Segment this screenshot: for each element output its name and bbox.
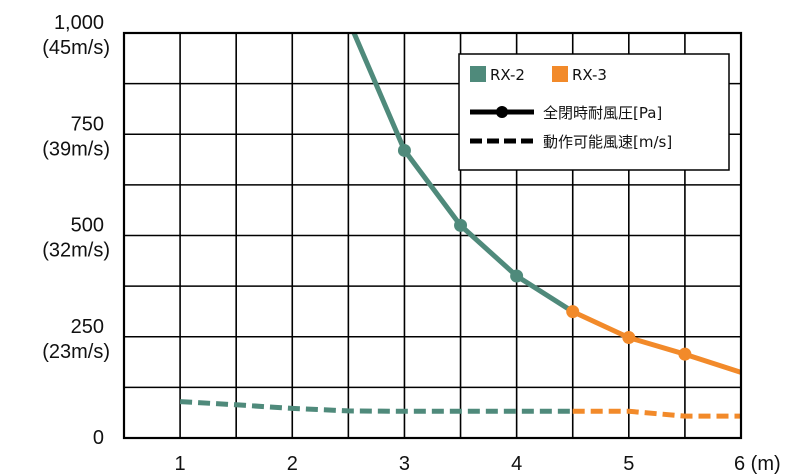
y-tick-sublabel: (39m/s) — [42, 138, 110, 160]
legend-label-rx-3: RX-3 — [572, 66, 607, 84]
data-point-rx-2 — [397, 143, 411, 157]
legend-swatch-rx-3 — [552, 66, 568, 82]
y-tick-sublabel: (45m/s) — [42, 37, 110, 59]
series-line-rx-3-dashed — [572, 408, 741, 419]
data-point-rx-2 — [510, 269, 524, 283]
series-line-rx-3-solid — [571, 309, 741, 375]
x-tick-label: 4 — [511, 453, 522, 475]
x-tick-label: 3 — [399, 453, 410, 475]
axes: 0 250 (23m/s) 500 (32m/s) 750 (39m/s) 1,000 (45m… — [42, 12, 780, 475]
y-tick-label: 1,000 — [54, 12, 104, 34]
y-tick-label: 0 — [93, 427, 104, 449]
y-tick-sublabel: (32m/s) — [42, 240, 110, 262]
data-point-rx-2 — [454, 218, 468, 232]
data-point-rx-3 — [622, 331, 636, 345]
legend-swatch-rx-2 — [470, 66, 486, 82]
y-tick-sublabel: (23m/s) — [42, 341, 110, 363]
y-tick-label: 750 — [71, 113, 104, 135]
data-point-rx-3 — [678, 347, 692, 361]
legend-label-dashed: 動作可能風速[m/s] — [543, 133, 672, 151]
x-tick-label: 1 — [175, 453, 186, 475]
x-tick-label: 5 — [623, 453, 634, 475]
legend-label-rx-2: RX-2 — [490, 66, 525, 84]
legend-marker — [496, 106, 508, 118]
y-tick-label: 250 — [71, 316, 104, 338]
series-layer — [179, 33, 741, 419]
legend-label-solid: 全閉時耐風圧[Pa] — [543, 104, 662, 122]
y-tick-label: 500 — [71, 215, 104, 237]
x-tick-label: 2 — [287, 453, 298, 475]
series-line-rx-2-dashed — [179, 399, 573, 414]
data-point-rx-3 — [566, 305, 580, 319]
legend: RX-2 RX-3 全閉時耐風圧[Pa] 動作可能風速[m/s] — [458, 53, 730, 171]
plot-frame — [122, 31, 743, 440]
x-tick-label: 6 (m) — [734, 453, 781, 475]
